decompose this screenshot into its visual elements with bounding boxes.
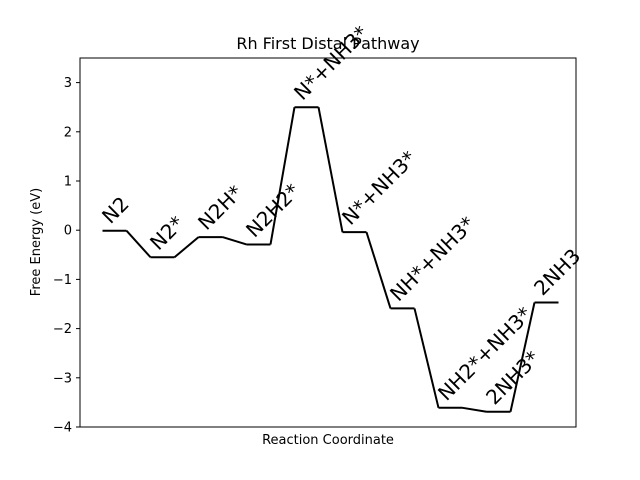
y-tick-label: −2 <box>53 322 72 337</box>
y-tick-label: 1 <box>64 175 72 190</box>
state-label: N2H* <box>193 180 247 234</box>
transition-line <box>317 107 344 233</box>
x-axis-label: Reaction Coordinate <box>262 433 394 448</box>
state-label: N*+NH3* <box>337 146 421 230</box>
y-tick-label: 2 <box>64 125 72 140</box>
y-axis-label: Free Energy (eV) <box>29 188 44 296</box>
chart-title: Rh First Distal Pathway <box>236 34 419 53</box>
transition-line <box>125 230 152 258</box>
y-tick-label: −4 <box>53 421 72 436</box>
y-axis-ticks: 3 2 1 0 −1 −2 −3 −4 <box>53 76 80 436</box>
transition-line <box>173 236 200 259</box>
state-label: NH*+NH3* <box>385 212 479 306</box>
transition-line <box>413 308 440 409</box>
transition-line <box>269 107 296 245</box>
state-label: 2NH3 <box>529 244 585 300</box>
transition-line <box>462 406 487 413</box>
y-tick-label: 3 <box>64 76 72 91</box>
state-label: N2* <box>145 211 189 255</box>
y-tick-label: −3 <box>53 371 72 386</box>
y-tick-label: −1 <box>53 273 72 288</box>
transition-line <box>222 236 247 246</box>
energy-path <box>102 106 559 413</box>
state-label: N2 <box>97 192 134 229</box>
transition-line <box>509 302 536 412</box>
plot-area <box>79 57 577 428</box>
transition-line <box>365 231 392 309</box>
y-tick-label: 0 <box>64 224 72 239</box>
